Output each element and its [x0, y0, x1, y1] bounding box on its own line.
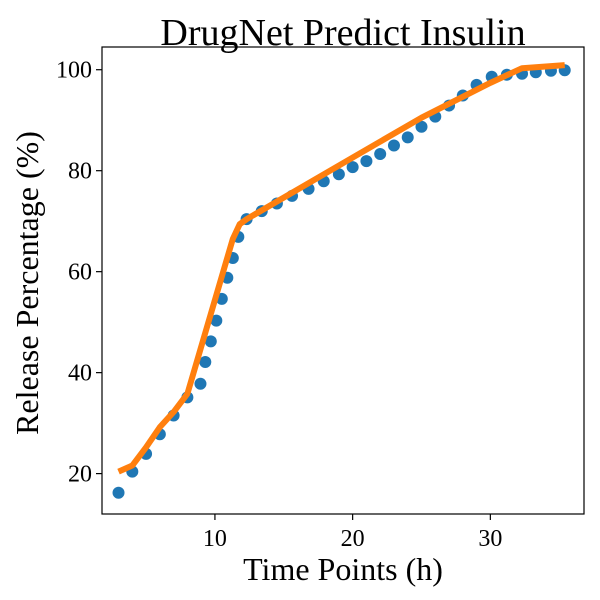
data-point-21 — [332, 168, 345, 181]
prediction-line — [117, 62, 565, 475]
x-axis-label: Time Points (h) — [243, 551, 443, 587]
data-point-25 — [387, 139, 400, 152]
data-point-22 — [346, 161, 359, 174]
data-point-8 — [199, 356, 212, 369]
x-axis: 10 20 30 — [203, 514, 502, 552]
data-point-9 — [204, 335, 217, 348]
data-point-10 — [210, 314, 223, 327]
data-point-26 — [401, 131, 414, 144]
plot-frame — [101, 46, 585, 515]
plot-area — [112, 62, 571, 499]
y-tick-label: 80 — [68, 159, 92, 185]
chart-title: DrugNet Predict Insulin — [160, 12, 525, 54]
y-axis-label: Release Percentage (%) — [9, 131, 45, 435]
data-point-23 — [360, 155, 373, 168]
y-axis: 20 40 60 80 100 — [56, 58, 102, 488]
y-tick-label: 40 — [68, 361, 92, 387]
y-tick-label: 60 — [68, 260, 92, 286]
data-point-24 — [374, 148, 387, 161]
x-tick-label: 30 — [478, 526, 502, 552]
data-point-27 — [415, 120, 428, 133]
y-tick-label: 20 — [68, 462, 92, 488]
y-tick-label: 100 — [56, 58, 92, 84]
data-point-1 — [112, 486, 125, 499]
x-tick-label: 10 — [203, 526, 227, 552]
x-tick-label: 20 — [341, 526, 365, 552]
data-point-7 — [194, 377, 207, 390]
